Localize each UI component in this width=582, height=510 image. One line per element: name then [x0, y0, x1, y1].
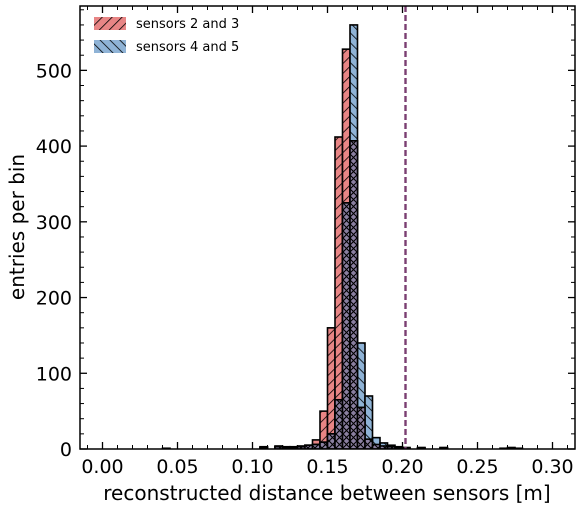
legend-swatch-blue — [94, 40, 126, 53]
x-tick-label: 0.05 — [156, 456, 198, 478]
y-tick-label: 300 — [36, 212, 72, 234]
x-tick-label: 0.25 — [456, 456, 498, 478]
y-tick-label: 500 — [36, 60, 72, 82]
bar-overlap — [319, 441, 329, 449]
legend-item-red: sensors 2 and 3 — [94, 17, 239, 32]
bar-overlap — [364, 438, 374, 449]
y-tick-label: 200 — [36, 288, 72, 310]
legend-swatch-red — [94, 17, 126, 30]
y-tick-label: 100 — [36, 363, 72, 385]
y-tick-label: 0 — [60, 439, 72, 461]
legend: sensors 2 and 3 sensors 4 and 5 — [94, 17, 239, 55]
x-tick-label: 0.20 — [381, 456, 423, 478]
x-tick-label: 0.30 — [531, 456, 573, 478]
bar-overlap — [349, 139, 359, 449]
x-tick-label: 0.00 — [81, 456, 123, 478]
bar-overlap — [341, 202, 351, 449]
y-axis-label: entries per bin — [5, 154, 29, 300]
legend-label-red: sensors 2 and 3 — [136, 17, 239, 32]
bar-overlap — [326, 433, 336, 449]
legend-label-blue: sensors 4 and 5 — [136, 40, 239, 55]
x-tick-label: 0.15 — [306, 456, 348, 478]
legend-item-blue: sensors 4 and 5 — [94, 40, 239, 55]
y-axis: 0 100 200 300 400 500 — [36, 9, 575, 461]
bar-sensors-2-and-3 — [326, 327, 336, 449]
series-sensors-4-and-5 — [259, 24, 516, 449]
series-overlap — [259, 139, 516, 449]
x-axis-label: reconstructed distance between sensors [… — [103, 481, 550, 505]
x-axis: 0.00 0.05 0.10 0.15 0.20 0.25 0.30 — [81, 6, 574, 478]
x-tick-label: 0.10 — [231, 456, 273, 478]
bar-overlap — [356, 406, 366, 449]
y-tick-label: 400 — [36, 136, 72, 158]
bar-overlap — [334, 398, 344, 449]
